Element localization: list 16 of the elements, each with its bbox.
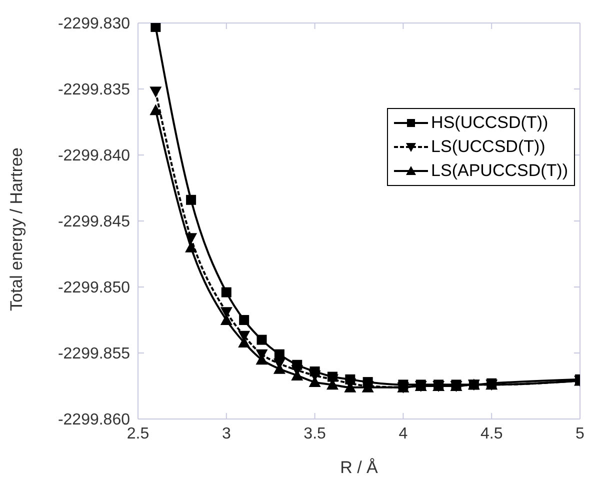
y-tick-label: -2299.830 (58, 16, 130, 33)
x-tick-label: 4 (398, 425, 408, 442)
legend-label: HS(UCCSD(T)) (431, 113, 548, 133)
x-axis-title: R / Å (340, 458, 379, 477)
x-tick-label: 4.5 (480, 425, 503, 442)
y-tick-label: -2299.850 (58, 280, 130, 297)
y-tick-label: -2299.855 (58, 346, 130, 363)
x-tick-label: 3 (222, 425, 231, 442)
y-axis-title: Total energy / Hartree (7, 148, 26, 311)
y-tick-label: -2299.835 (58, 82, 130, 99)
legend-label: LS(UCCSD(T)) (431, 137, 546, 157)
y-tick-label: -2299.845 (58, 214, 130, 231)
x-tick-label: 3.5 (304, 425, 326, 442)
legend-label: LS(APUCCSD(T)) (431, 161, 568, 181)
x-tick-label: 5 (576, 425, 585, 442)
y-tick-label: -2299.840 (58, 148, 130, 165)
